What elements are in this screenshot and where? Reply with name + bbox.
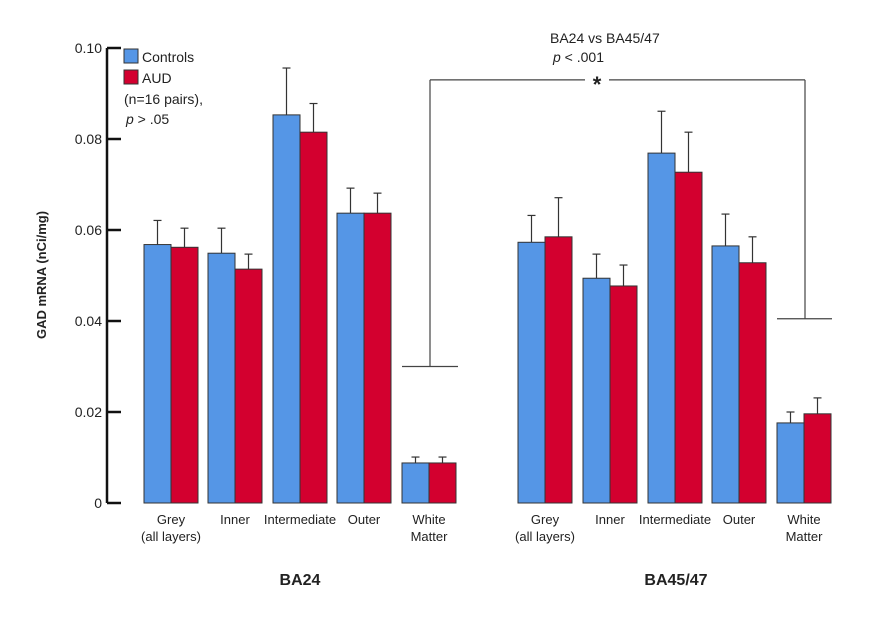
group-label-ba24: BA24 [280,572,321,589]
category-label-line: (all layers) [515,529,575,544]
category-label-line: Matter [786,529,824,544]
legend-note-n: (n=16 pairs), [124,91,203,107]
bar-ba45-47-aud [674,171,703,504]
comparison-p-italic: p [552,49,561,65]
category-label: Intermediate [264,512,336,527]
category-label-line: Outer [348,512,381,527]
category-label-line: Grey [157,512,186,527]
y-axis: 0 0.02 0.04 0.06 0.08 0.10 [75,40,121,511]
y-axis-label: GAD mRNA (nCi/mg) [34,211,49,339]
category-label: White Matter [786,512,824,544]
bar-ba24-controls [143,244,172,504]
bar-ba24-aud [428,462,457,504]
y-tick-label: 0.04 [75,313,102,329]
legend: Controls AUD (n=16 pairs), p > .05 [123,48,203,127]
legend-note-p-rest: > .05 [134,111,170,127]
bar-ba24-aud [363,212,392,504]
category-label-line: Intermediate [639,512,711,527]
category-label-line: (all layers) [141,529,201,544]
bar-ba24-controls [272,114,301,504]
bar-ba24-aud [170,246,199,504]
bar-ba24-aud [299,131,328,504]
bar-ba45-47-controls [517,241,546,504]
bar-ba45-47-aud [738,262,767,504]
category-label: Grey (all layers) [141,512,201,544]
legend-note-p-italic: p [125,111,134,127]
legend-note-p: p > .05 [125,111,169,127]
bar-ba24-controls [336,212,365,504]
category-label-line: Matter [411,529,449,544]
comparison-p-rest: < .001 [561,49,604,65]
significance-star: * [593,72,602,97]
y-tick-label: 0 [94,495,102,511]
category-label: Inner [595,512,625,527]
category-label: Outer [723,512,756,527]
comparison-annotation: BA24 vs BA45/47 p < .001 * [402,30,832,368]
category-label-line: Inner [220,512,250,527]
significance-bracket [402,79,832,368]
category-label-line: Outer [723,512,756,527]
bar-ba24-aud [234,268,263,504]
bar-ba45-47-aud [544,236,573,504]
category-label-line: White [787,512,820,527]
bar-ba24-controls [401,462,430,504]
y-tick-label: 0.06 [75,222,102,238]
comparison-p: p < .001 [552,49,604,65]
category-label: Outer [348,512,381,527]
category-label: White Matter [411,512,449,544]
category-labels: Grey (all layers) Inner Intermediate Outer Wh… [141,512,823,544]
bar-ba45-47-controls [711,245,740,504]
category-label-line: White [412,512,445,527]
category-label-line: Inner [595,512,625,527]
category-label-line: Grey [531,512,560,527]
bar-ba45-47-aud [803,413,832,504]
y-tick-label: 0.10 [75,40,102,56]
y-tick-label: 0.02 [75,404,102,420]
y-tick-label: 0.08 [75,131,102,147]
bar-ba45-47-aud [609,285,638,504]
bar-ba45-47-controls [647,152,676,504]
category-label: Inner [220,512,250,527]
category-label: Intermediate [639,512,711,527]
bar-ba45-47-controls [582,277,611,504]
legend-swatch-controls [123,48,139,64]
bar-ba45-47-controls [776,422,805,504]
category-label-line: Intermediate [264,512,336,527]
category-label: Grey (all layers) [515,512,575,544]
legend-label-controls: Controls [142,49,194,65]
legend-label-aud: AUD [142,70,172,86]
bars [143,67,832,504]
legend-swatch-aud [123,69,139,85]
bar-ba24-controls [207,252,236,504]
comparison-title: BA24 vs BA45/47 [550,30,660,46]
group-label-ba45-47: BA45/47 [644,572,707,589]
